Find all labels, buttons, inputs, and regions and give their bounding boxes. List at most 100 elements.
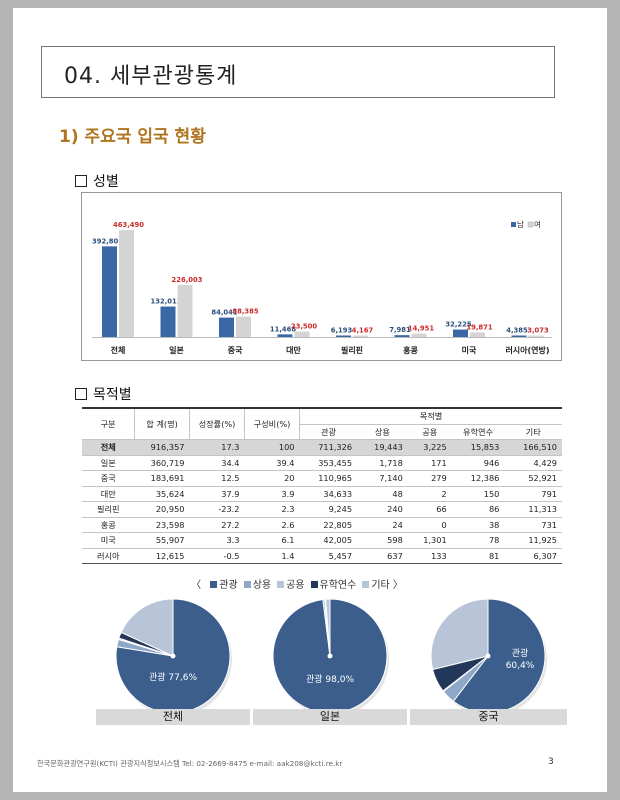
pie-label: 60,4% <box>506 661 535 671</box>
legend-item: 관광 <box>219 580 238 591</box>
legend-label: 여 <box>534 219 541 229</box>
pie-slice <box>325 598 331 657</box>
table-row: 대만 35,624 37.9 3.9 34,633 48 2 150 791 <box>82 486 562 502</box>
table-cell: 240 <box>357 501 408 518</box>
legend-swatch <box>277 581 285 588</box>
legend-label: 남 <box>517 220 524 229</box>
data-label: 6,193 <box>331 327 353 335</box>
table-cell: 183,691 <box>134 470 190 487</box>
table-cell: 9,245 <box>299 501 358 518</box>
page-title: 04. 세부관광통계 <box>64 64 238 89</box>
table-row: 홍콩 23,598 27.2 2.6 22,805 24 0 38 731 <box>82 517 562 533</box>
table-cell: 3,225 <box>407 439 452 456</box>
table-body: 전체 916,357 17.3 100 711,326 19,443 3,225 15,853… <box>82 439 562 564</box>
table-cell: 946 <box>451 455 505 471</box>
gender-bar-chart: 392,801 463,490 전체 132,012 226,003 일본 84,04188… <box>92 219 552 355</box>
table-cell: 12,386 <box>451 470 505 487</box>
table-cell: 39.4 <box>244 455 300 471</box>
data-label: 32,225 <box>445 321 471 329</box>
section-purpose: 목적별 <box>75 384 132 404</box>
legend-bracket-close: 〉 <box>392 580 403 591</box>
table-cell: 6,307 <box>504 548 562 564</box>
category-label: 홍콩 <box>403 345 418 355</box>
purpose-table: 구분 합 계(명) 성장률(%) 구성비(%) 목적별 관광 상용 공용 유학연… <box>82 407 562 564</box>
table-cell: 353,455 <box>299 455 358 471</box>
th-total: 합 계(명) <box>134 407 190 440</box>
row-label: 중국 <box>82 470 135 487</box>
bar-male <box>102 246 117 337</box>
data-label: 132,012 <box>151 298 182 306</box>
table-cell: 27.2 <box>189 517 245 533</box>
th-growth: 성장률(%) <box>189 407 245 440</box>
th-group: 구분 <box>82 407 135 440</box>
data-label: 88,385 <box>232 308 258 316</box>
bar-female <box>470 332 485 337</box>
row-label: 러시아 <box>82 548 135 564</box>
table-cell: 42,005 <box>299 532 358 549</box>
table-cell: 110,965 <box>299 470 358 487</box>
category-label: 러시아(연방) <box>505 345 549 355</box>
table-cell: 86 <box>451 501 505 518</box>
table-cell: 731 <box>504 517 562 533</box>
data-label: 11,468 <box>270 325 296 333</box>
data-label: 7,981 <box>389 326 411 334</box>
checkbox-icon <box>75 175 87 187</box>
section-gender: 성별 <box>75 171 119 191</box>
table-row: 러시아 12,615 -0.5 1.4 5,457 637 133 81 6,307 <box>82 548 562 564</box>
data-label: 463,490 <box>113 221 144 229</box>
pie-legend: 〈 관광 상용 공용 유학연수 기타 〉 <box>0 576 594 591</box>
bar-male <box>219 317 234 337</box>
th-col: 관광 <box>299 424 358 440</box>
pie-중국: 관광 60,4% <box>430 598 547 716</box>
table-cell: 3.3 <box>189 532 245 549</box>
bar-male <box>453 329 468 337</box>
table-cell: 11,925 <box>504 532 562 549</box>
table-cell: 22,805 <box>299 517 358 533</box>
bar-female <box>119 230 134 337</box>
legend-swatch <box>210 581 218 588</box>
table-cell: 150 <box>451 486 505 502</box>
data-label: 23,500 <box>291 323 317 331</box>
pie-caption-japan: 일본 <box>253 709 407 725</box>
data-label: 3,073 <box>527 327 549 335</box>
subheading: 1) 주요국 입국 현황 <box>59 127 206 147</box>
th-share: 구성비(%) <box>244 407 300 440</box>
row-label: 대만 <box>82 486 135 502</box>
bar-male <box>277 334 293 337</box>
table-cell: 360,719 <box>134 455 190 471</box>
table-cell: 916,357 <box>134 439 190 456</box>
legend-swatch <box>243 581 251 588</box>
title-box: 04. 세부관광통계 <box>41 46 555 98</box>
category-label: 전체 <box>111 345 126 355</box>
table-cell: 1,301 <box>407 532 452 549</box>
pie-label: 관광 77,6% <box>149 671 197 683</box>
table-row: 일본 360,719 34.4 39.4 353,455 1,718 171 946 4,429 <box>82 455 562 471</box>
pie-일본: 관광 98,0% <box>272 598 389 716</box>
row-label: 미국 <box>82 532 135 549</box>
data-label: 226,003 <box>172 276 203 284</box>
table-cell: 35,624 <box>134 486 190 502</box>
pie-center-dot <box>327 653 333 659</box>
table-cell: 15,853 <box>451 439 505 456</box>
category-label: 대만 <box>286 345 301 355</box>
bar-female <box>236 316 251 337</box>
table-cell: 38 <box>451 517 505 533</box>
table-row: 중국 183,691 12.5 20 110,965 7,140 279 12,386 52,9… <box>82 470 562 487</box>
data-label: 14,951 <box>408 325 434 333</box>
bar-male <box>394 335 410 337</box>
table-row: 필리핀 20,950 -23.2 2.3 9,245 240 66 86 11,313 <box>82 501 562 518</box>
bar-male <box>160 306 176 337</box>
table-cell: 48 <box>357 486 408 502</box>
table-cell: 20,950 <box>134 501 190 518</box>
table-cell: 23,598 <box>134 517 190 533</box>
pie-center-dot <box>485 653 491 659</box>
th-purpose: 목적별 <box>299 407 562 425</box>
legend-item: 상용 <box>252 580 272 591</box>
table-cell: 598 <box>357 532 408 549</box>
table-cell: 19,443 <box>357 439 408 456</box>
legend-bracket-open: 〈 <box>191 580 202 591</box>
table-cell: 55,907 <box>134 532 190 549</box>
bar-female <box>177 284 193 337</box>
bar-female <box>353 335 368 337</box>
